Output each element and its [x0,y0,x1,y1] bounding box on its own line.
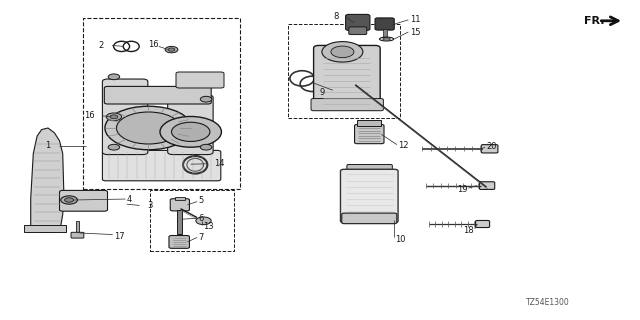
FancyBboxPatch shape [176,72,224,88]
Circle shape [106,113,122,121]
Circle shape [160,116,221,147]
Circle shape [196,217,211,225]
Circle shape [168,48,175,51]
FancyBboxPatch shape [375,18,394,30]
FancyBboxPatch shape [346,14,370,30]
Bar [83,18,240,189]
Text: 8: 8 [334,12,339,21]
Text: 2: 2 [99,41,104,50]
Text: 13: 13 [204,222,214,231]
Circle shape [108,144,120,150]
FancyBboxPatch shape [479,182,495,189]
Circle shape [200,144,212,150]
Text: 10: 10 [396,235,406,244]
Circle shape [172,122,210,141]
Circle shape [110,115,118,119]
Circle shape [165,46,178,53]
Circle shape [65,198,74,202]
FancyBboxPatch shape [102,79,148,155]
FancyBboxPatch shape [60,190,108,211]
FancyBboxPatch shape [342,213,397,224]
FancyBboxPatch shape [355,124,384,144]
Circle shape [331,46,354,58]
FancyBboxPatch shape [349,27,367,35]
FancyBboxPatch shape [71,232,84,238]
Bar [150,190,234,251]
Text: 5: 5 [198,196,204,204]
Circle shape [105,106,192,150]
Text: 3: 3 [147,201,152,210]
Circle shape [116,112,180,144]
Bar [175,197,185,200]
Polygon shape [31,128,64,232]
Ellipse shape [383,38,390,40]
Bar [76,221,79,234]
Text: 17: 17 [114,232,125,241]
Circle shape [200,96,212,102]
Bar [177,210,182,234]
Text: 7: 7 [198,233,204,242]
FancyBboxPatch shape [357,120,381,126]
FancyBboxPatch shape [169,236,189,248]
Text: 20: 20 [486,142,497,151]
FancyBboxPatch shape [340,169,398,223]
Text: 14: 14 [214,159,224,168]
FancyBboxPatch shape [476,220,490,228]
FancyBboxPatch shape [24,225,66,232]
FancyBboxPatch shape [168,95,213,155]
Text: 11: 11 [410,15,420,24]
FancyBboxPatch shape [170,199,189,211]
FancyBboxPatch shape [314,45,380,110]
Text: 19: 19 [457,185,467,194]
Text: 16: 16 [84,111,95,120]
Ellipse shape [187,158,204,171]
Text: 6: 6 [198,214,204,223]
Text: 9: 9 [320,88,325,97]
Text: 18: 18 [463,226,474,235]
Text: 1: 1 [45,141,50,150]
Text: 12: 12 [398,141,408,150]
Text: TZ54E1300: TZ54E1300 [526,298,570,307]
Text: FR.: FR. [584,16,604,26]
Text: 15: 15 [410,28,420,36]
Circle shape [61,196,77,204]
Bar [383,29,387,37]
Circle shape [108,74,120,80]
FancyBboxPatch shape [311,99,383,111]
FancyBboxPatch shape [347,164,392,172]
Text: 4: 4 [127,195,132,204]
FancyBboxPatch shape [481,145,498,153]
Bar [288,24,400,118]
Circle shape [322,42,363,62]
Text: 16: 16 [148,40,159,49]
FancyBboxPatch shape [104,86,211,104]
FancyBboxPatch shape [102,150,221,181]
